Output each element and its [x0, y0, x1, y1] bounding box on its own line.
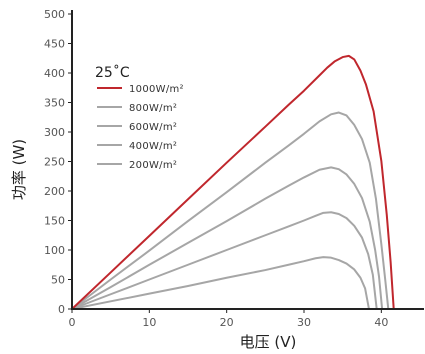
plot-curves — [71, 54, 395, 310]
y-tick-label: 50 — [51, 274, 65, 287]
y-tick-label: 450 — [44, 38, 65, 51]
x-axis-title: 电压 (V) — [240, 333, 297, 351]
y-tick-label: 300 — [44, 126, 65, 139]
y-tick-label: 400 — [44, 67, 65, 80]
y-axis-ticks: 0 50 100 150 200 250 300 350 400 450 500 — [44, 8, 72, 316]
y-axis-title: 功率 (W) — [10, 139, 28, 200]
y-tick-label: 250 — [44, 156, 65, 169]
legend: 25˚C 1000W/m² 800W/m² 600W/m² 400W/m² 200W/m… — [95, 64, 184, 171]
series-line — [71, 211, 378, 310]
x-tick-label: 30 — [297, 316, 311, 329]
series-line — [71, 166, 384, 310]
series-line — [71, 111, 390, 310]
x-tick-label: 40 — [374, 316, 388, 329]
series-line — [71, 256, 370, 310]
y-tick-label: 200 — [44, 185, 65, 198]
y-tick-label: 150 — [44, 215, 65, 228]
y-tick-label: 350 — [44, 97, 65, 110]
x-tick-label: 10 — [142, 316, 156, 329]
legend-label: 1000W/m² — [129, 84, 184, 95]
legend-label: 400W/m² — [129, 141, 177, 152]
legend-title: 25˚C — [95, 64, 130, 81]
x-tick-label: 20 — [220, 316, 234, 329]
legend-label: 600W/m² — [129, 122, 177, 133]
x-tick-label: 0 — [69, 316, 76, 329]
y-tick-label: 0 — [58, 303, 65, 316]
series-line — [71, 54, 395, 310]
y-tick-label: 500 — [44, 8, 65, 21]
y-tick-label: 100 — [44, 244, 65, 257]
legend-label: 800W/m² — [129, 103, 177, 114]
legend-label: 200W/m² — [129, 160, 177, 171]
x-axis-ticks: 0 10 20 30 40 — [69, 309, 388, 329]
